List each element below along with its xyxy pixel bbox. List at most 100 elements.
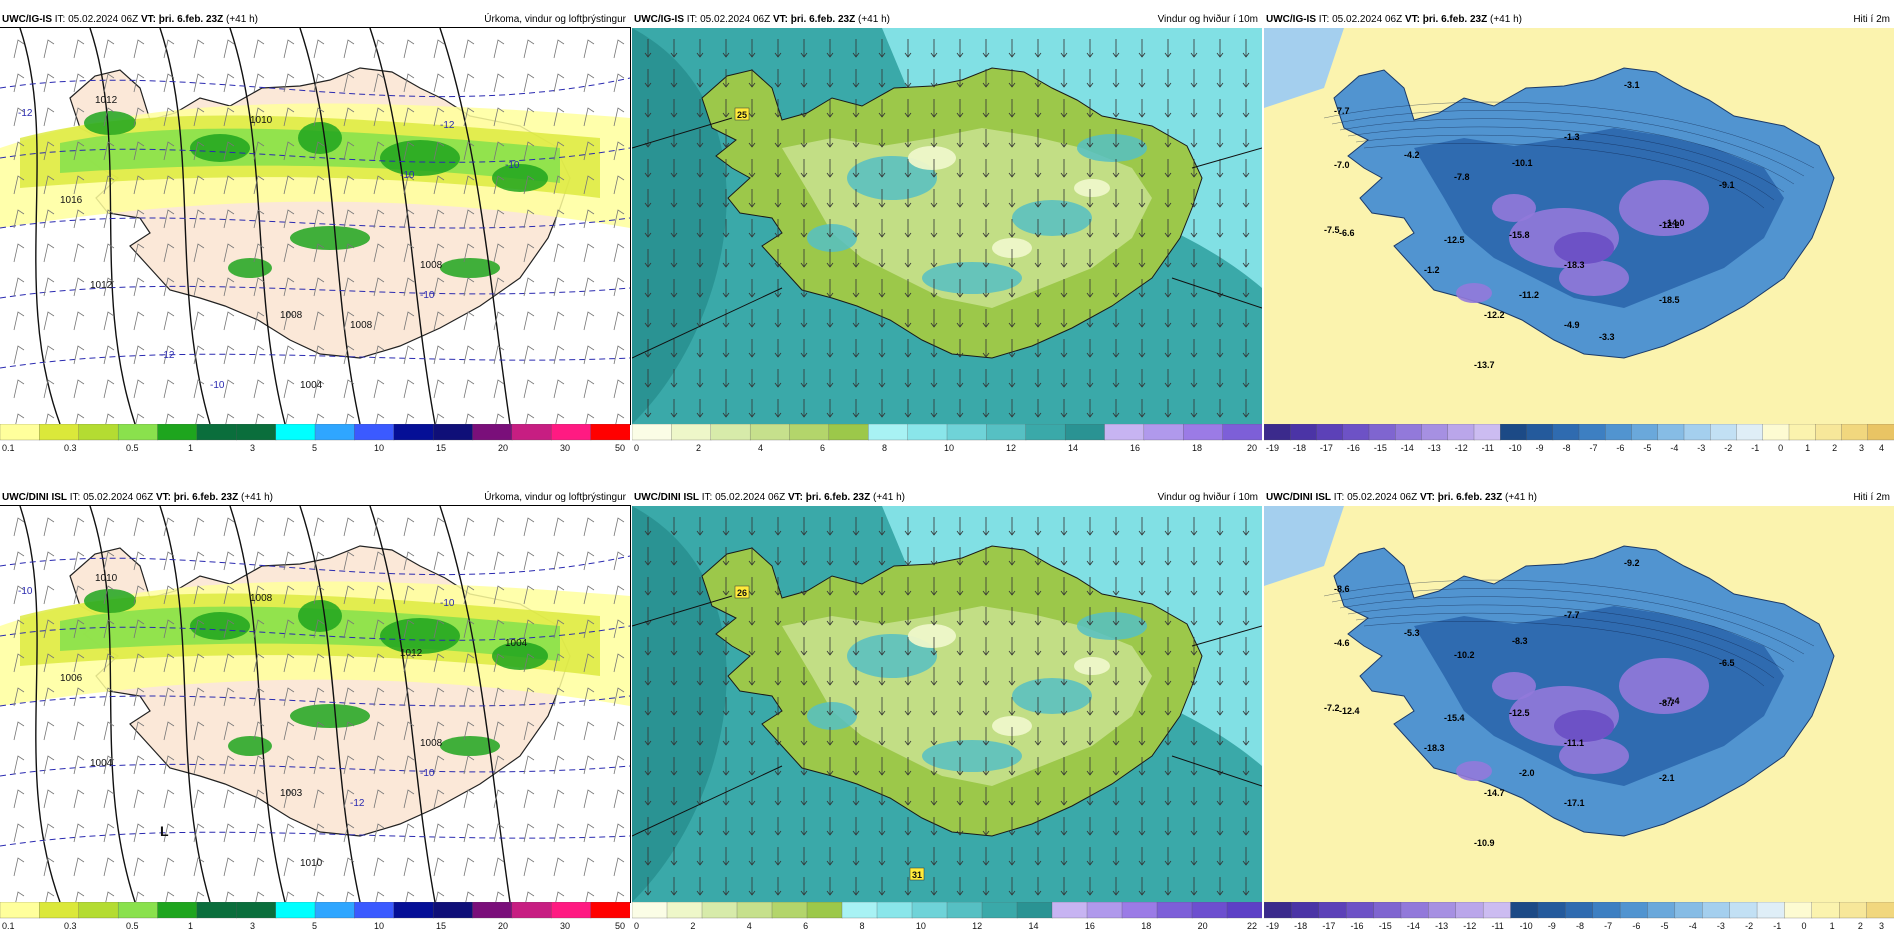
wind-barb: [373, 823, 385, 843]
wind-barb: [523, 379, 535, 399]
wind-barb: [45, 891, 55, 902]
colorbar-segment: [1811, 902, 1840, 919]
wind-barb: [553, 141, 565, 161]
wind-barb: [553, 755, 565, 775]
wind-barb: [103, 107, 115, 127]
wind-barb: [553, 175, 565, 195]
wind-barb: [13, 73, 25, 93]
wind-arrow: [982, 727, 990, 746]
wind-barb: [463, 653, 475, 673]
isotherm: [1331, 588, 1805, 655]
wind-barb: [313, 277, 325, 297]
wind-barb: [103, 517, 115, 537]
wind-arrow: [748, 69, 756, 88]
wind-barb: [613, 823, 625, 843]
wind-arrow: [774, 249, 782, 268]
colorbar-segment: [1683, 424, 1711, 441]
wind-barb: [313, 721, 325, 741]
contour-label: 1004: [90, 758, 113, 769]
temperature-label: -12.5: [1444, 235, 1465, 245]
wind-arrow: [644, 399, 652, 418]
wind-arrow: [1060, 517, 1068, 536]
wind-arrow: [670, 369, 678, 388]
wind-arrow: [1008, 637, 1016, 656]
colorbar-segment: [1373, 902, 1402, 919]
wind-arrow: [748, 697, 756, 716]
wind-barb: [465, 413, 475, 424]
temperature-contour: [0, 625, 630, 641]
colorbar-segment: [986, 424, 1027, 441]
wind-barb: [133, 345, 145, 365]
wind-arrow: [800, 847, 808, 866]
wind-barb: [523, 107, 535, 127]
wind-barb: [43, 39, 55, 59]
wind-barb: [493, 721, 505, 741]
colorbar-segment: [1346, 902, 1375, 919]
wind-arrow: [1138, 667, 1146, 686]
wind-arrow: [644, 309, 652, 328]
wind-arrow: [956, 159, 964, 178]
wind-barb: [133, 653, 145, 673]
wind-barb: [73, 141, 85, 161]
wind-arrow: [1216, 727, 1224, 746]
wind-arrow: [826, 279, 834, 298]
wind-barb: [253, 277, 265, 297]
wind-arrow: [1242, 847, 1250, 866]
wind-arrow: [1112, 877, 1120, 896]
wind-arrow: [800, 69, 808, 88]
wind-arrow: [644, 847, 652, 866]
colorbar-tick-label: -19: [1266, 921, 1279, 931]
wind-arrow: [774, 817, 782, 836]
colorbar-tick-label: 22: [1247, 921, 1257, 931]
colorbar-segment: [1762, 424, 1790, 441]
region-boundary: [632, 595, 1262, 837]
colorbar-tick-label: 10: [374, 921, 384, 931]
wind-barb: [403, 857, 415, 877]
colorbar-segment: [1552, 424, 1580, 441]
wind-arrow: [1190, 607, 1198, 626]
colorbar-segment: [1086, 902, 1123, 919]
colorbar-tick-label: 16: [1130, 443, 1140, 453]
wind-barb: [463, 823, 475, 843]
wind-barb: [13, 823, 25, 843]
wind-barb: [493, 73, 505, 93]
wind-arrow: [1086, 697, 1094, 716]
wind-barb: [253, 653, 265, 673]
wind-barb: [313, 619, 325, 639]
wind-arrow: [1164, 517, 1172, 536]
wind-barb: [405, 891, 415, 902]
colorbar-segment: [1264, 902, 1293, 919]
wind-barb: [133, 687, 145, 707]
temperature-label: -9.1: [1719, 180, 1735, 190]
wind-arrow: [930, 577, 938, 596]
colorbar-segment: [1592, 902, 1621, 919]
wind-arrow: [1164, 847, 1172, 866]
wind-arrow: [826, 577, 834, 596]
wind-barb: [285, 413, 295, 424]
wind-barb: [43, 653, 55, 673]
wind-barb: [13, 175, 25, 195]
wind-barb: [343, 243, 355, 263]
wind-barb: [193, 243, 205, 263]
contour-label: -12: [440, 120, 455, 131]
wind-arrow: [826, 637, 834, 656]
wind-arrow: [1190, 129, 1198, 148]
wind-arrow: [1190, 339, 1198, 358]
wind-barb: [73, 789, 85, 809]
temperature-label: -8.7: [1659, 698, 1675, 708]
wind-barb: [163, 39, 175, 59]
wind-arrow: [1034, 249, 1042, 268]
wind-barb: [523, 687, 535, 707]
very-cold-area: [1619, 180, 1709, 236]
isobar: [19, 28, 61, 424]
wind-barb: [193, 311, 205, 331]
wind-arrow: [1112, 547, 1120, 566]
wind-arrow: [1008, 577, 1016, 596]
isobar: [299, 28, 361, 424]
wind-arrow: [982, 69, 990, 88]
very-cold-area: [1559, 738, 1629, 774]
very-cold-area: [1456, 283, 1492, 303]
wind-barb: [43, 551, 55, 571]
wind-arrow: [1138, 309, 1146, 328]
wind-barb: [553, 277, 565, 297]
